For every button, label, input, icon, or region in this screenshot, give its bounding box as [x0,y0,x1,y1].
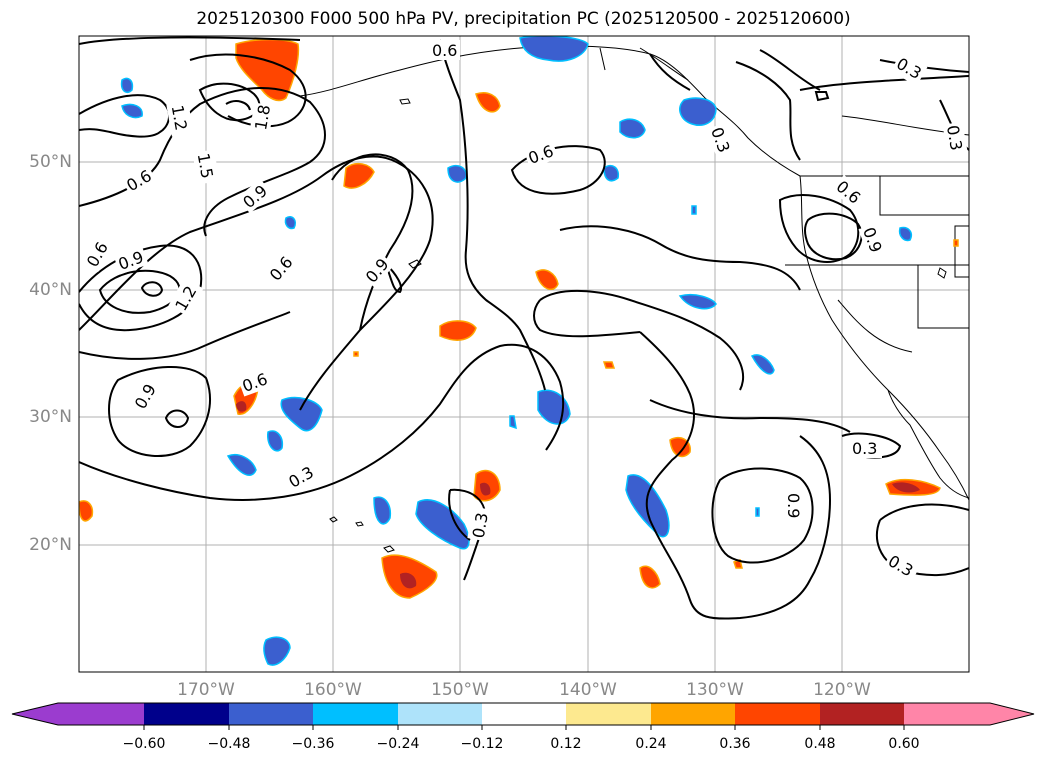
contour-label: 1.2 [168,104,191,132]
colorbar-tick-label: 0.36 [719,736,751,752]
lon-label-140w: 140°W [559,680,617,700]
lat-label-20n: 20°N [29,535,72,555]
contour-label: 0.6 [432,41,457,60]
colorbar-tick-label: −0.12 [460,736,504,752]
lon-label-120w: 120°W [813,680,871,700]
islands [329,98,947,553]
map-frame [78,35,970,673]
contour-label: 0.6 [266,253,297,285]
contour-label: 0.9 [784,493,803,518]
colorbar-tick-label: 0.48 [804,736,836,752]
colorbar-min-extension [12,703,58,725]
contour-label: 0.9 [239,181,271,212]
lon-label-170w: 170°W [177,680,235,700]
contour-label: 0.3 [469,511,492,539]
colorbar-tick-label: 0.24 [635,736,667,752]
pv-contours [79,36,969,620]
lon-label-150w: 150°W [431,680,489,700]
map-title: 2025120300 F000 500 hPa PV, precipitatio… [196,9,851,29]
precip-positive [79,38,959,599]
lat-label-30n: 30°N [29,407,72,427]
precip-negative [120,36,912,666]
contour-label: 1.8 [251,103,274,131]
colorbar-tick-label: −0.36 [291,736,335,752]
lat-label-50n: 50°N [29,152,72,172]
lon-label-160w: 160°W [304,680,362,700]
lon-label-130w: 130°W [686,680,744,700]
contour-labels: 0.6 0.3 0.9 1.2 1.5 1.8 0.6 0.9 1.2 0.6 … [80,40,968,583]
colorbar-tick-label: 0.60 [888,736,920,752]
colorbar-tick-label: 0.12 [550,736,582,752]
lat-label-40n: 40°N [29,280,72,300]
contour-label: 1.5 [194,152,217,180]
contour-label: 0.3 [943,124,966,152]
colorbar [11,702,1035,730]
precip-strong [236,401,920,589]
colorbar-tick-label: −0.48 [207,736,251,752]
coastlines [299,45,969,501]
contour-label: 0.9 [362,255,393,287]
contour-label: 0.3 [852,439,877,458]
colorbar-tick-label: −0.24 [376,736,420,752]
graticule [79,36,969,672]
colorbar-tick-label: −0.60 [122,736,166,752]
colorbar-max-extension [990,703,1034,725]
